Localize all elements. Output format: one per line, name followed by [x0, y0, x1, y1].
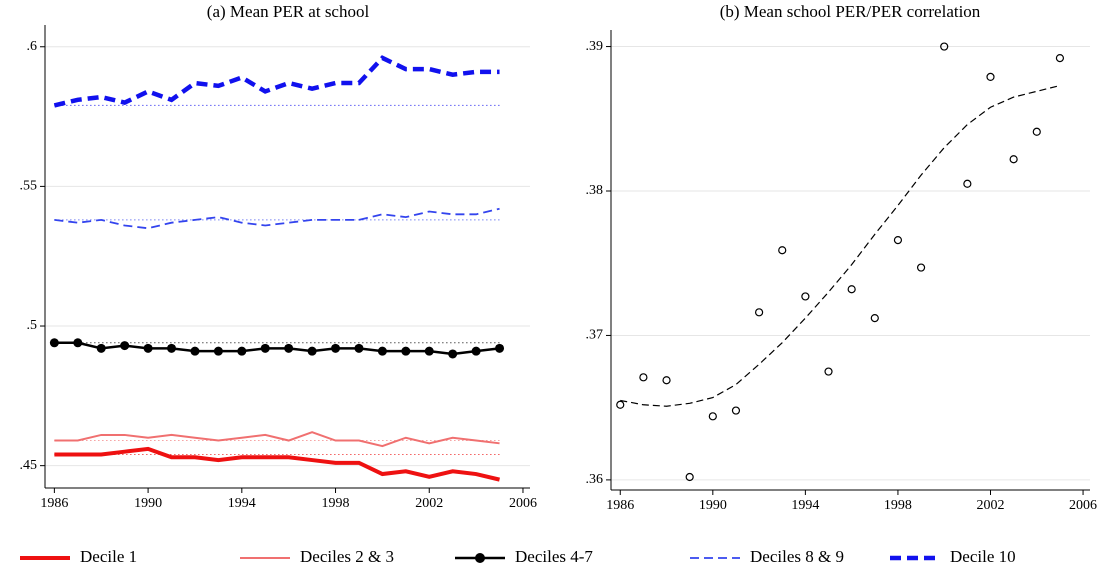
- point: [377, 346, 387, 356]
- series-line: [54, 431, 500, 448]
- legend-label: Deciles 2 & 3: [300, 547, 394, 566]
- x-tick-label: 1994: [228, 496, 256, 511]
- point: [354, 343, 364, 353]
- point: [471, 346, 481, 356]
- point: [662, 376, 671, 385]
- point: [986, 72, 995, 81]
- x-tick-label: 2002: [415, 496, 443, 511]
- x-tick-label: 1998: [884, 498, 912, 513]
- point: [1009, 155, 1018, 164]
- y-tick-label: .39: [586, 39, 604, 54]
- series-line: [54, 446, 501, 482]
- point: [213, 346, 223, 356]
- point: [801, 292, 810, 301]
- point: [448, 349, 458, 359]
- x-tick-label: 1998: [322, 496, 350, 511]
- y-tick-label: .6: [27, 39, 38, 54]
- point: [1055, 54, 1065, 63]
- point: [916, 263, 926, 272]
- point: [940, 42, 949, 51]
- point: [616, 400, 625, 409]
- point: [331, 343, 341, 353]
- point: [824, 367, 833, 376]
- point: [870, 314, 879, 323]
- point: [639, 373, 648, 382]
- chart-title: (a) Mean PER at school: [207, 2, 370, 21]
- point: [963, 179, 972, 188]
- point: [120, 341, 130, 351]
- point: [237, 346, 247, 356]
- point: [754, 308, 764, 317]
- point: [708, 412, 717, 421]
- point: [73, 338, 83, 348]
- series-line: [53, 55, 500, 108]
- point: [49, 338, 59, 348]
- point: [893, 236, 903, 245]
- x-tick-label: 2006: [509, 496, 537, 511]
- legend-label: Deciles 4-7: [515, 547, 593, 566]
- fit-line: [620, 84, 1061, 407]
- series-line: [54, 207, 500, 230]
- point: [847, 285, 856, 294]
- x-tick-label: 1990: [134, 496, 162, 511]
- point: [731, 406, 741, 415]
- legend-label: Deciles 8 & 9: [750, 547, 844, 566]
- point: [260, 343, 270, 353]
- point: [1032, 127, 1041, 136]
- chart-title: (b) Mean school PER/PER correlation: [720, 2, 981, 21]
- point: [495, 343, 505, 353]
- point: [284, 343, 294, 353]
- point: [685, 472, 694, 482]
- point: [424, 346, 434, 356]
- point: [307, 346, 317, 356]
- point: [96, 343, 106, 353]
- y-tick-label: .38: [586, 183, 604, 198]
- point: [167, 343, 177, 353]
- y-tick-label: .5: [27, 318, 38, 333]
- legend-label: Decile 1: [80, 547, 137, 566]
- point: [143, 343, 153, 353]
- x-tick-label: 1986: [606, 498, 634, 513]
- x-tick-label: 2002: [976, 498, 1004, 513]
- x-tick-label: 1990: [699, 498, 727, 513]
- y-tick-label: .36: [586, 472, 604, 487]
- x-tick-label: 2006: [1069, 498, 1097, 513]
- point: [778, 246, 787, 255]
- point: [401, 346, 411, 356]
- y-tick-label: .37: [586, 328, 604, 343]
- point: [190, 346, 200, 356]
- legend-marker: [475, 553, 485, 563]
- x-tick-label: 1994: [791, 498, 819, 513]
- legend-label: Decile 10: [950, 547, 1016, 566]
- y-tick-label: .55: [20, 179, 38, 194]
- y-tick-label: .45: [20, 458, 38, 473]
- x-tick-label: 1986: [40, 496, 68, 511]
